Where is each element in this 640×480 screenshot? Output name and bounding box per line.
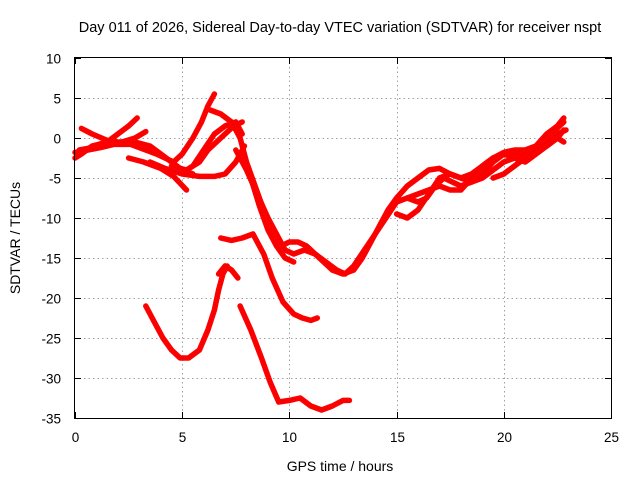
- y-tick-label: -15: [41, 252, 61, 267]
- ticks: [75, 58, 612, 419]
- chart-title: Day 011 of 2026, Sidereal Day-to-day VTE…: [79, 20, 601, 36]
- series-trace-c: [72, 91, 218, 165]
- tick-labels: 0 5 10 15 20 25 10 5 0 -5 -10 -15 -20 -25 -30 -35: [41, 52, 619, 446]
- y-tick-label: -30: [41, 372, 61, 387]
- series-trace-h-markers: [192, 120, 244, 167]
- y-axis-label: SDTVAR / TECUs: [7, 182, 23, 294]
- series-trace-n: [490, 127, 569, 181]
- series-trace-m-markers: [406, 136, 565, 199]
- series-layer: [72, 91, 569, 413]
- series-trace-k-markers: [249, 177, 295, 263]
- x-tick-label: 20: [497, 430, 512, 445]
- x-tick-label: 10: [282, 430, 297, 445]
- y-tick-label: 10: [46, 52, 61, 67]
- y-tick-label: -20: [41, 292, 61, 307]
- x-tick-label: 0: [72, 430, 80, 445]
- series-trace-p: [215, 263, 241, 281]
- series-trace-o-markers: [144, 265, 229, 359]
- plot-frame: [74, 57, 612, 419]
- grid: [75, 58, 611, 418]
- y-tick-label: -35: [41, 412, 61, 427]
- x-tick-label: 15: [390, 430, 405, 445]
- x-axis-label: GPS time / hours: [287, 458, 394, 474]
- series-trace-f: [147, 143, 248, 180]
- series-trace-r-markers: [239, 305, 350, 412]
- y-tick-label: -25: [41, 332, 61, 347]
- y-tick-label: 0: [53, 132, 61, 147]
- series-trace-q-markers: [220, 232, 318, 322]
- series-trace-o: [143, 263, 230, 361]
- x-tick-label: 5: [179, 430, 187, 445]
- y-tick-label: -10: [41, 212, 61, 227]
- series-trace-r: [237, 303, 353, 413]
- y-tick-label: -5: [49, 172, 61, 187]
- x-tick-label: 25: [604, 430, 619, 445]
- y-tick-label: 5: [53, 92, 61, 107]
